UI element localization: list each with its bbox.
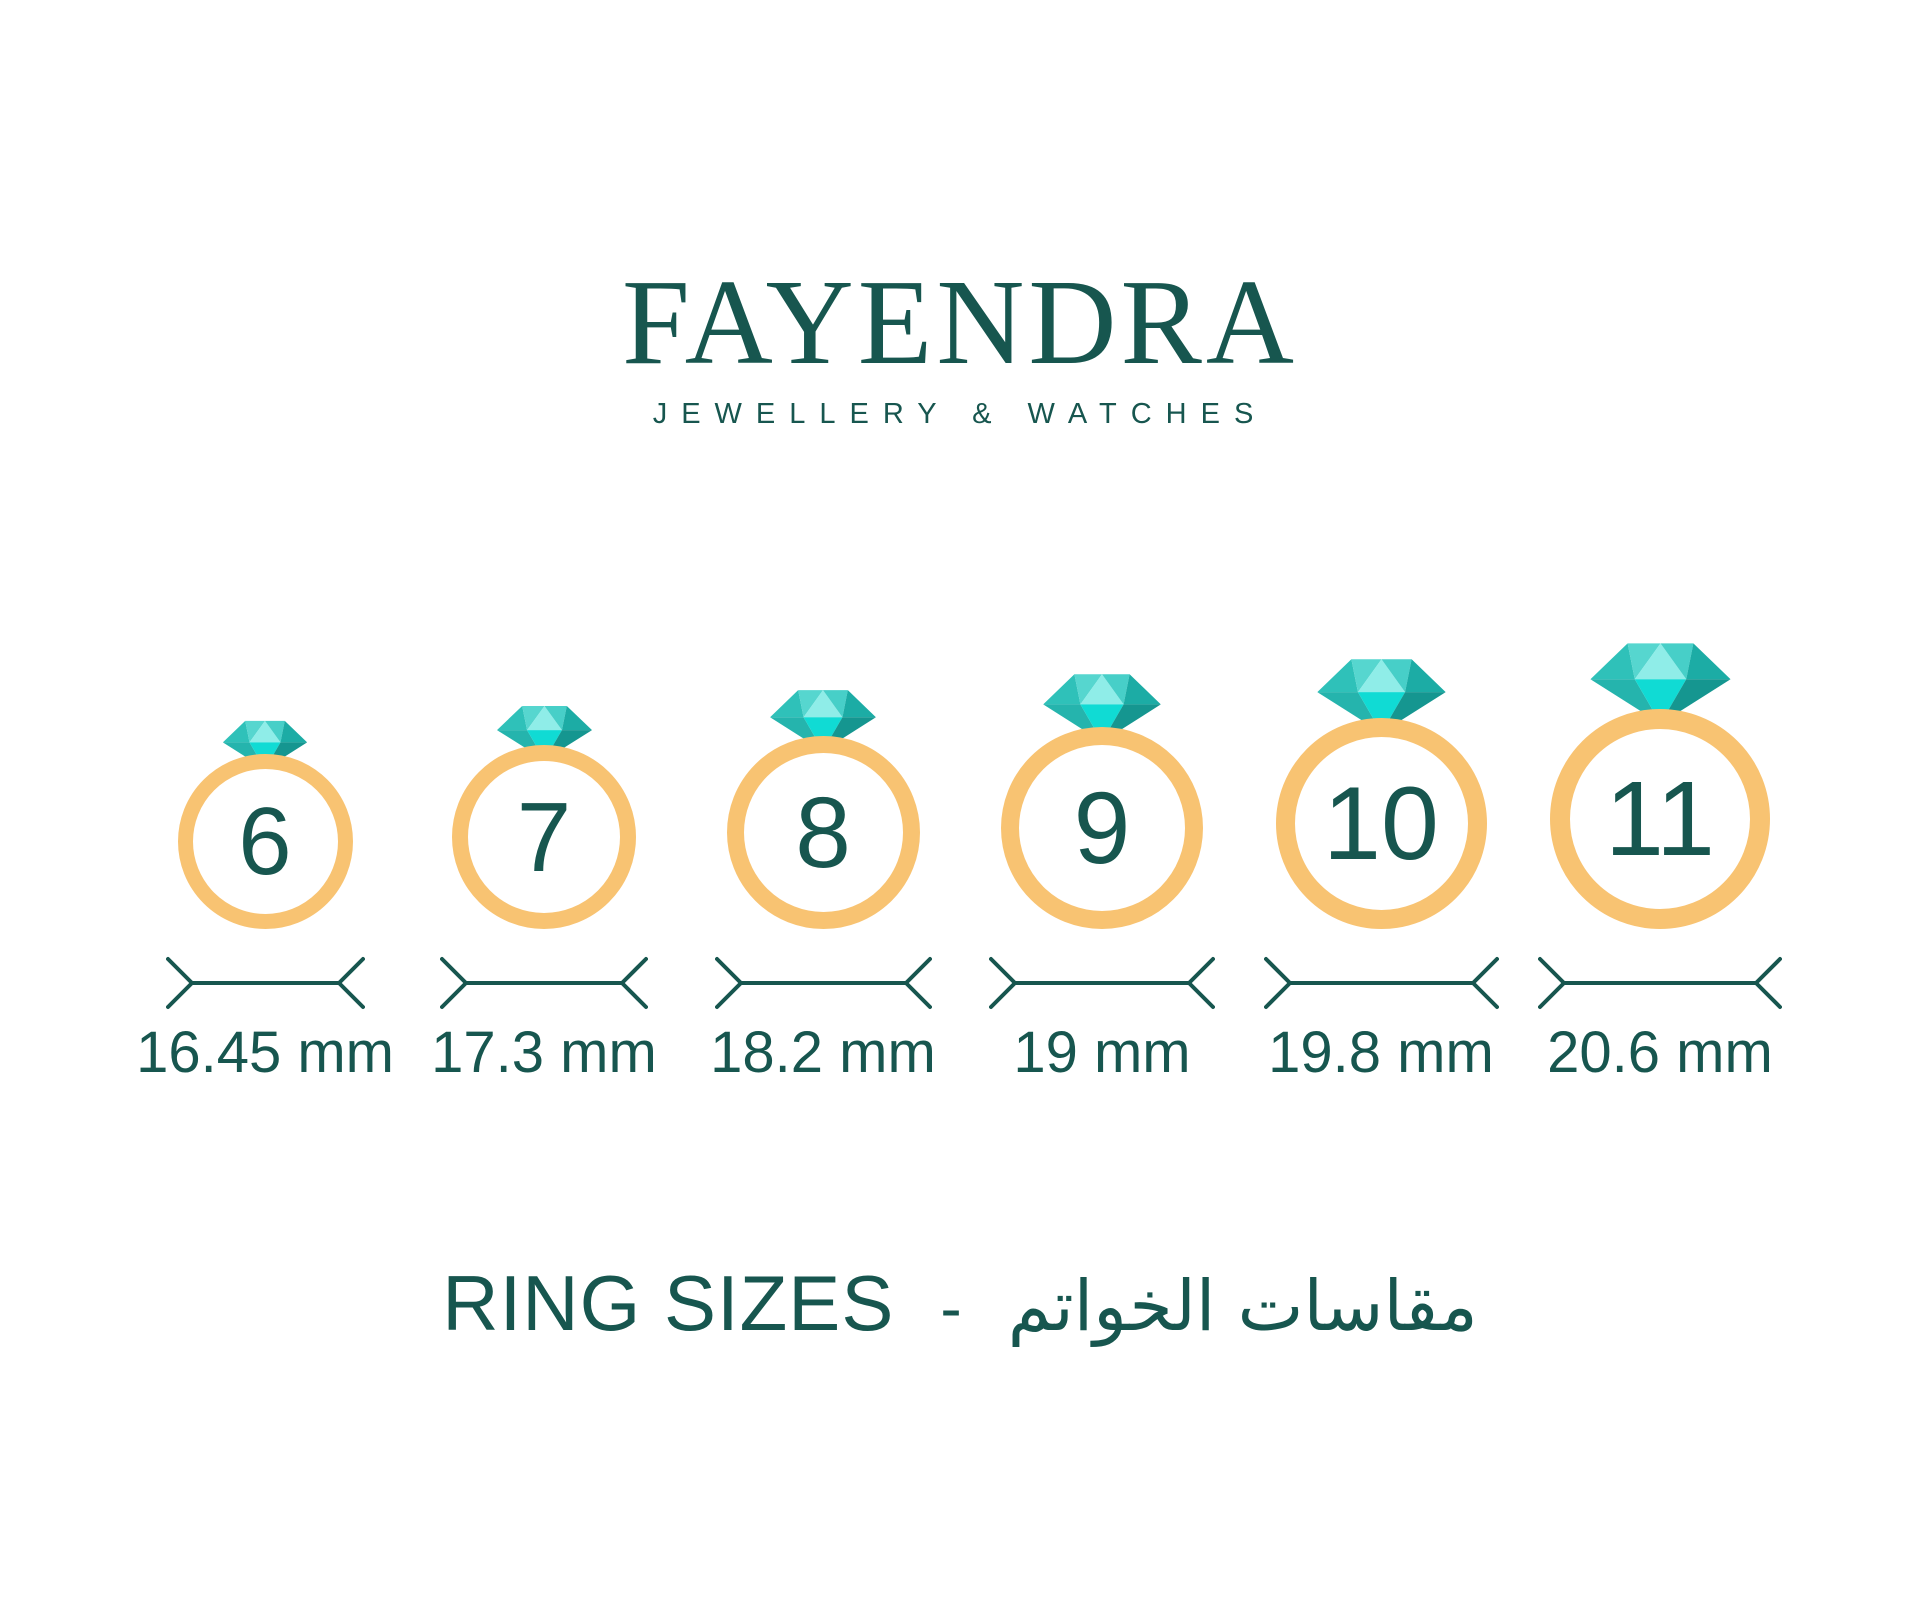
brand-header: FAYENDRA JEWELLERY & WATCHES: [0, 262, 1920, 431]
diameter-dimension-line: [1538, 957, 1782, 1010]
chart-title-separator: -: [940, 1272, 962, 1344]
ring-size-number: 8: [795, 776, 851, 889]
diameter-label: 17.3 mm: [431, 1020, 657, 1086]
diamond-icon: [1043, 674, 1161, 742]
chart-title-arabic: مقاسات الخواتم: [1007, 1265, 1478, 1347]
diameter-label: 20.6 mm: [1547, 1020, 1773, 1086]
diameter-label: 16.45 mm: [136, 1020, 394, 1086]
diameter-dimension-line: [714, 957, 932, 1010]
ring-size-number: 10: [1323, 765, 1439, 882]
brand-name: FAYENDRA: [621, 255, 1298, 390]
ring-item: 6 16.45 mm: [136, 720, 394, 1085]
diameter-dimension-line: [989, 957, 1215, 1010]
brand-tagline: JEWELLERY & WATCHES: [652, 398, 1268, 430]
ring-band: 8: [726, 736, 920, 930]
diameter-label: 19.8 mm: [1268, 1020, 1494, 1086]
ring-size-number: 7: [516, 782, 572, 893]
chart-title-english: RING SIZES: [442, 1259, 895, 1347]
diameter-label: 19 mm: [1013, 1020, 1191, 1086]
diameter-dimension-line: [165, 957, 365, 1010]
ring-size-number: 11: [1604, 760, 1716, 879]
ring-item: 9 19 mm: [982, 673, 1222, 1085]
diameter-dimension-line: [440, 957, 648, 1010]
diameter-dimension-line: [1263, 957, 1499, 1010]
ring-item: 10 19.8 mm: [1261, 658, 1501, 1085]
ring-item: 8 18.2 mm: [703, 689, 943, 1085]
diameter-label: 18.2 mm: [710, 1020, 936, 1086]
chart-title: RING SIZES - مقاسات الخواتم: [0, 1258, 1920, 1349]
ring-band: 6: [177, 754, 353, 930]
ring-size-number: 6: [238, 787, 292, 895]
ring-item: 11 20.6 mm: [1538, 642, 1782, 1086]
ring-band: 7: [452, 745, 636, 930]
ring-item: 7 17.3 mm: [424, 705, 664, 1085]
ring-band: 11: [1550, 709, 1770, 930]
rings-row: 6 16.45 mm 7 17.3 mm 8 18.2 mm 9 19 mm 1: [136, 545, 1782, 1086]
ring-band: 10: [1275, 718, 1487, 930]
diamond-icon: [770, 690, 876, 752]
ring-size-number: 9: [1073, 771, 1131, 886]
ring-band: 9: [1001, 727, 1203, 930]
